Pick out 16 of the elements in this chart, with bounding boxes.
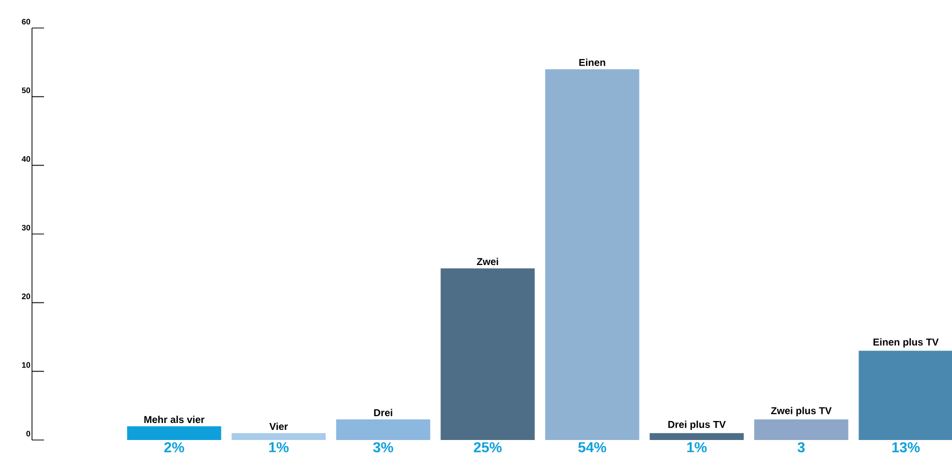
- x-tick-label: Zwei: [476, 258, 498, 266]
- data-label: 1%: [269, 442, 289, 452]
- data-label: 1%: [687, 442, 707, 452]
- x-tick-label: Drei plus TV: [668, 420, 726, 430]
- data-label: 3: [798, 442, 805, 452]
- x-tick-label: Drei: [374, 408, 392, 416]
- data-label: 25%: [474, 442, 502, 452]
- data-label: 13%: [892, 442, 920, 452]
- x-tick-label: Mehr als vier: [144, 416, 204, 424]
- x-tick-label: Zwei plus TV: [771, 406, 832, 416]
- x-tick-label: Einen: [579, 58, 606, 66]
- x-tick-label: Einen plus TV: [873, 338, 939, 348]
- data-label: 54%: [578, 442, 606, 452]
- data-label: 2%: [164, 442, 184, 452]
- x-tick-label: Vier: [269, 422, 288, 430]
- data-label: 3%: [373, 442, 394, 452]
